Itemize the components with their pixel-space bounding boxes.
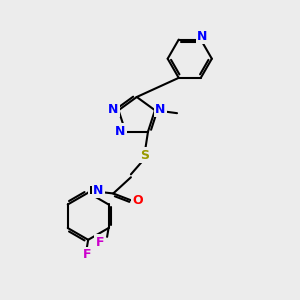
Text: S: S <box>141 149 150 162</box>
Text: F: F <box>82 248 91 261</box>
Text: O: O <box>132 194 143 207</box>
Text: N: N <box>93 184 104 197</box>
Text: N: N <box>155 103 165 116</box>
Text: N: N <box>115 124 125 137</box>
Text: H: H <box>89 185 99 196</box>
Text: N: N <box>197 30 208 43</box>
Text: N: N <box>108 103 119 116</box>
Text: F: F <box>95 236 104 249</box>
